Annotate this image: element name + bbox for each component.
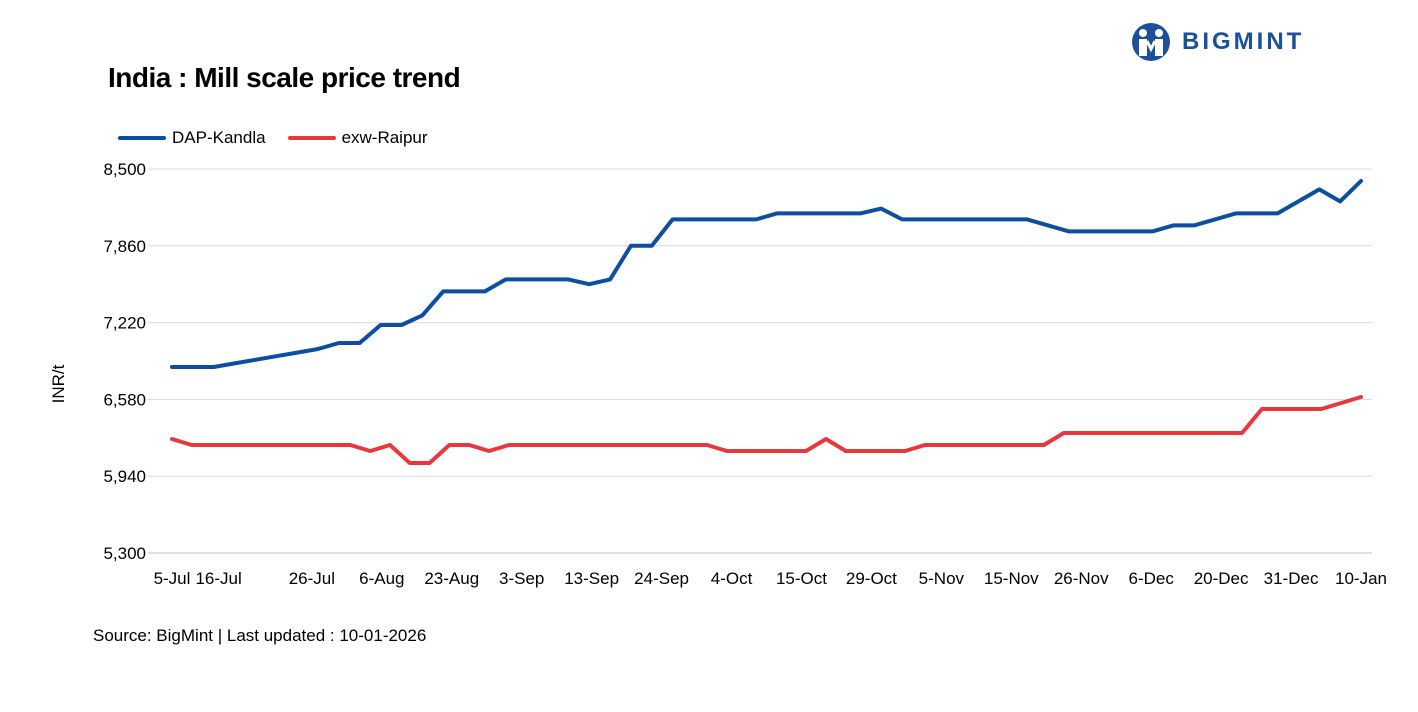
y-tick-label: 5,300 bbox=[103, 544, 146, 563]
brand-logo: BIGMINT bbox=[1130, 22, 1304, 62]
x-tick-label: 26-Jul bbox=[289, 569, 335, 588]
y-tick-label: 7,220 bbox=[103, 314, 146, 333]
x-tick-label: 31-Dec bbox=[1264, 569, 1319, 588]
series-lines bbox=[170, 179, 1363, 465]
bigmint-logo-icon bbox=[1132, 23, 1170, 61]
y-axis-label: INR/t bbox=[49, 364, 68, 403]
x-tick-label: 29-Oct bbox=[846, 569, 897, 588]
y-axis-ticks: 8,500 7,860 7,220 6,580 5,940 5,300 bbox=[103, 160, 146, 563]
x-tick-label: 6-Aug bbox=[359, 569, 404, 588]
legend-swatch-exw-raipur bbox=[287, 136, 336, 140]
legend-swatch-dap-kandla bbox=[118, 136, 166, 140]
x-tick-label: 13-Sep bbox=[564, 569, 619, 588]
x-tick-label: 4-Oct bbox=[711, 569, 753, 588]
x-tick-label: 24-Sep bbox=[634, 569, 689, 588]
x-tick-label: 3-Sep bbox=[499, 569, 544, 588]
x-tick-label: 20-Dec bbox=[1194, 569, 1249, 588]
series-line-dap-kandla bbox=[170, 179, 1363, 369]
x-tick-label: 5-Jul bbox=[154, 569, 191, 588]
y-tick-label: 5,940 bbox=[103, 467, 146, 486]
brand-name: BIGMINT bbox=[1182, 28, 1305, 55]
y-tick-label: 7,860 bbox=[103, 237, 146, 256]
chart-legend: DAP-Kandla exw-Raipur bbox=[118, 128, 450, 148]
legend-label-dap-kandla: DAP-Kandla bbox=[172, 128, 266, 147]
x-axis-ticks: 5-Jul 16-Jul 26-Jul 6-Aug 23-Aug 3-Sep 13-Sep 2… bbox=[154, 569, 1387, 588]
chart-title: India : Mill scale price trend bbox=[108, 62, 461, 93]
y-tick-label: 6,580 bbox=[103, 390, 146, 409]
legend-item-exw-raipur: exw-Raipur bbox=[287, 128, 428, 148]
series-line-exw-raipur bbox=[170, 395, 1363, 465]
x-tick-label: 15-Oct bbox=[776, 569, 827, 588]
x-tick-label: 23-Aug bbox=[424, 569, 479, 588]
legend-label-exw-raipur: exw-Raipur bbox=[341, 128, 428, 147]
x-tick-label: 26-Nov bbox=[1054, 569, 1109, 588]
x-tick-label: 15-Nov bbox=[984, 569, 1039, 588]
gridlines bbox=[148, 168, 1372, 554]
y-tick-label: 8,500 bbox=[103, 160, 146, 179]
x-tick-label: 16-Jul bbox=[195, 569, 241, 588]
x-tick-label: 6-Dec bbox=[1128, 569, 1174, 588]
x-tick-label: 5-Nov bbox=[919, 569, 965, 588]
source-note: Source: BigMint | Last updated : 10-01-2… bbox=[93, 626, 427, 645]
x-tick-label: 10-Jan bbox=[1335, 569, 1387, 588]
legend-item-dap-kandla: DAP-Kandla bbox=[118, 128, 266, 148]
